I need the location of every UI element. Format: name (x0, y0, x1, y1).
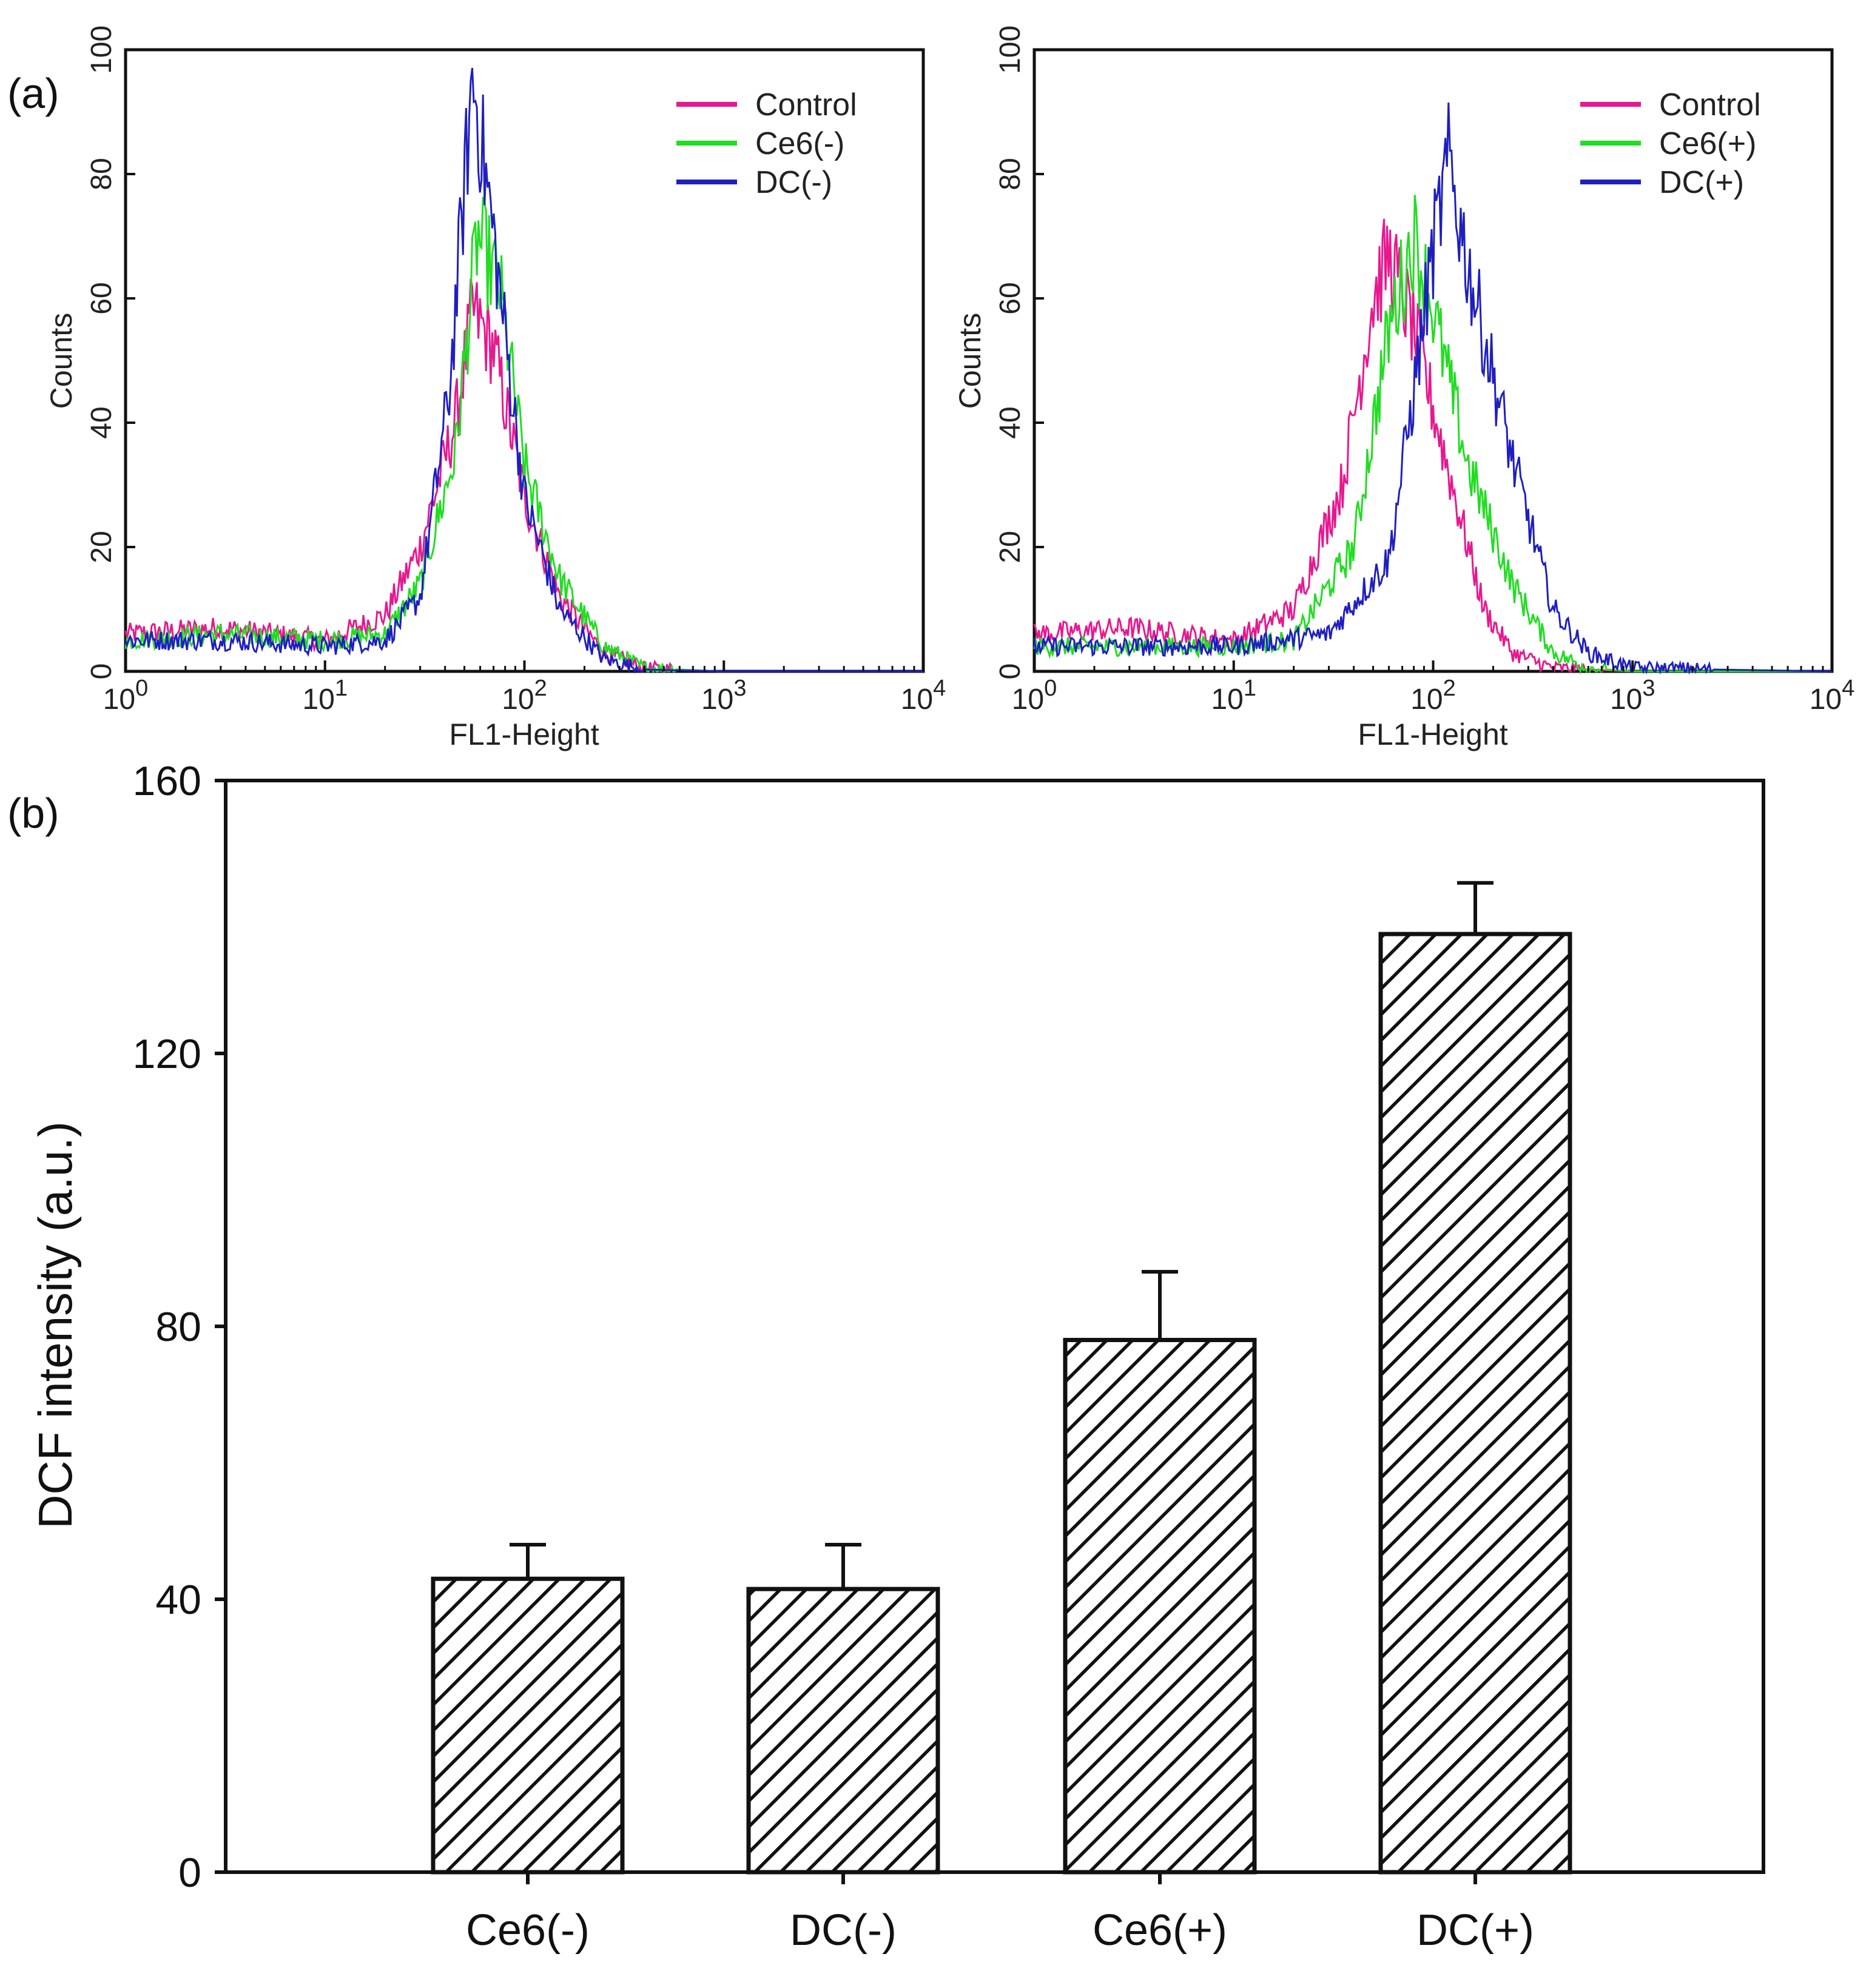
x-tick-label: 103 (1610, 676, 1655, 716)
series-line-3 (124, 67, 923, 674)
y-tick-label: 20 (86, 531, 118, 563)
y-tick-label: 60 (86, 282, 118, 314)
category-label: Ce6(-) (466, 1906, 590, 1955)
series-layer (1033, 102, 1832, 675)
x-axis-label: FL1-Height (449, 717, 599, 751)
y-axis-label: Counts (44, 313, 78, 409)
x-axis-ticks: 100 101 102 103 104 (1012, 660, 1855, 716)
series-line-3 (1033, 102, 1832, 675)
y-tick-label: 100 (86, 25, 118, 74)
bar-3 (1063, 1338, 1257, 1875)
x-tick-label: 100 (1012, 676, 1057, 716)
x-tick-label: 101 (1211, 676, 1256, 716)
series-line-2 (124, 196, 923, 674)
y-axis-ticks: 0 40 80 120 160 (133, 758, 226, 1896)
y-axis-label: DCF intensity (a.u.) (29, 1121, 82, 1529)
bar-chart: 0 40 80 120 160 Ce6(-) DC(-) Ce6(+) DC(+) DCF i… (29, 758, 1765, 1955)
y-tick-label: 40 (155, 1577, 201, 1623)
y-tick-label: 100 (994, 25, 1026, 74)
y-tick-label: 40 (994, 406, 1026, 438)
x-tick-label: 104 (1810, 676, 1855, 716)
y-axis-label: Counts (953, 313, 987, 409)
legend-label: Ce6(-) (755, 126, 844, 161)
bars-layer (431, 881, 1572, 1875)
category-label: Ce6(+) (1093, 1906, 1227, 1955)
histogram-left: 0 20 40 60 80 100 100 101 102 103 104 ControlCe6(… (44, 25, 946, 751)
y-axis-ticks: 0 20 40 60 80 100 (86, 25, 135, 679)
bar-4 (1378, 932, 1572, 1875)
x-axis-label: FL1-Height (1358, 717, 1507, 751)
histogram-right: 0 20 40 60 80 100 100 101 102 103 104 ControlCe6(… (953, 25, 1854, 751)
y-tick-label: 120 (133, 1031, 201, 1077)
y-tick-label: 80 (86, 158, 118, 190)
y-tick-label: 20 (994, 531, 1026, 563)
x-tick-label: 104 (901, 676, 946, 716)
bar-1 (431, 1576, 625, 1875)
y-tick-label: 0 (86, 663, 118, 680)
y-tick-label: 80 (994, 158, 1026, 190)
x-tick-label: 100 (103, 676, 149, 716)
x-tick-label: 102 (502, 676, 547, 716)
legend-label: Control (1659, 87, 1761, 123)
x-axis-ticks: 100 101 102 103 104 (103, 660, 946, 716)
y-tick-label: 40 (86, 406, 118, 438)
panel-a-letter: (a) (7, 70, 59, 117)
panel-b-letter: (b) (7, 790, 59, 837)
y-tick-label: 0 (994, 663, 1026, 680)
legend-label: DC(-) (755, 165, 832, 200)
x-axis-ticks: Ce6(-) DC(-) Ce6(+) DC(+) (466, 1872, 1534, 1955)
bar-2 (746, 1587, 940, 1875)
y-axis-ticks: 0 20 40 60 80 100 (994, 25, 1044, 679)
x-tick-label: 102 (1410, 676, 1456, 716)
legend-label: Control (755, 87, 857, 123)
y-tick-label: 160 (133, 758, 201, 804)
category-label: DC(+) (1416, 1906, 1534, 1955)
x-tick-label: 103 (701, 676, 747, 716)
x-tick-label: 101 (302, 676, 348, 716)
y-tick-label: 60 (994, 282, 1026, 314)
category-label: DC(-) (790, 1906, 897, 1955)
legend-label: Ce6(+) (1659, 126, 1756, 161)
legend-label: DC(+) (1659, 165, 1744, 200)
series-layer (124, 67, 923, 674)
y-tick-label: 0 (178, 1850, 201, 1896)
y-tick-label: 80 (155, 1304, 201, 1350)
